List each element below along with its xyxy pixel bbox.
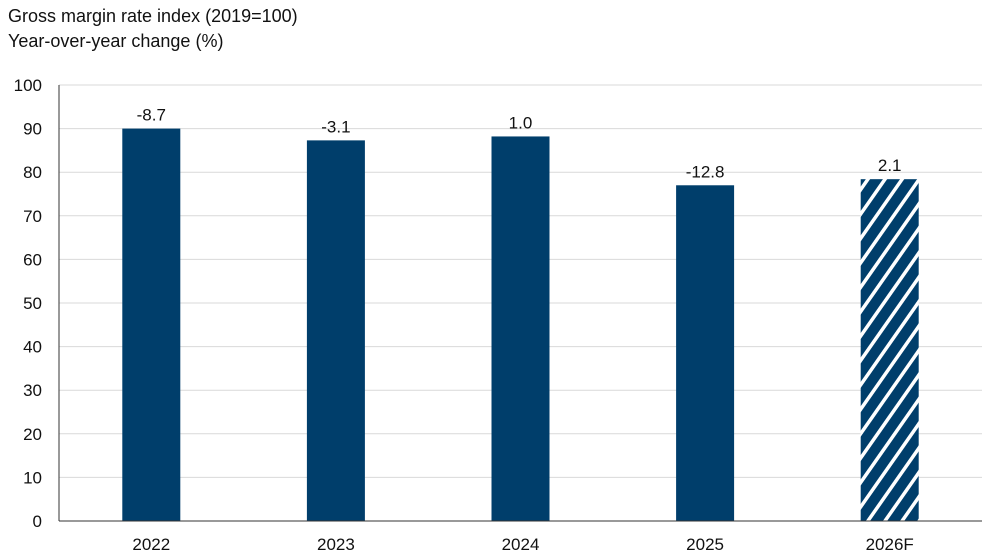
y-tick-label: 50	[23, 294, 42, 313]
bar	[122, 128, 181, 521]
y-tick-label: 60	[23, 250, 42, 269]
chart-subtitle: Year-over-year change (%)	[8, 31, 224, 51]
x-tick-label: 2022	[132, 535, 170, 554]
y-tick-label: 30	[23, 381, 42, 400]
y-tick-label: 90	[23, 120, 42, 139]
bar	[676, 185, 735, 521]
y-tick-label: 20	[23, 425, 42, 444]
x-tick-label: 2023	[317, 535, 355, 554]
data-label: 1.0	[509, 113, 533, 132]
y-tick-label: 10	[23, 468, 42, 487]
y-tick-label: 0	[33, 512, 42, 531]
x-tick-label: 2026F	[866, 535, 914, 554]
bar	[306, 140, 365, 521]
bar	[860, 179, 919, 521]
chart-title: Gross margin rate index (2019=100)	[8, 6, 298, 26]
x-tick-label: 2024	[502, 535, 540, 554]
data-label: -3.1	[321, 117, 350, 136]
y-tick-label: 100	[14, 76, 42, 95]
data-label: -8.7	[137, 106, 166, 125]
bar	[491, 136, 550, 521]
data-label: 2.1	[878, 156, 902, 175]
y-tick-label: 40	[23, 338, 42, 357]
x-tick-label: 2025	[686, 535, 724, 554]
y-tick-label: 80	[23, 163, 42, 182]
data-label: -12.8	[686, 162, 725, 181]
y-tick-label: 70	[23, 207, 42, 226]
